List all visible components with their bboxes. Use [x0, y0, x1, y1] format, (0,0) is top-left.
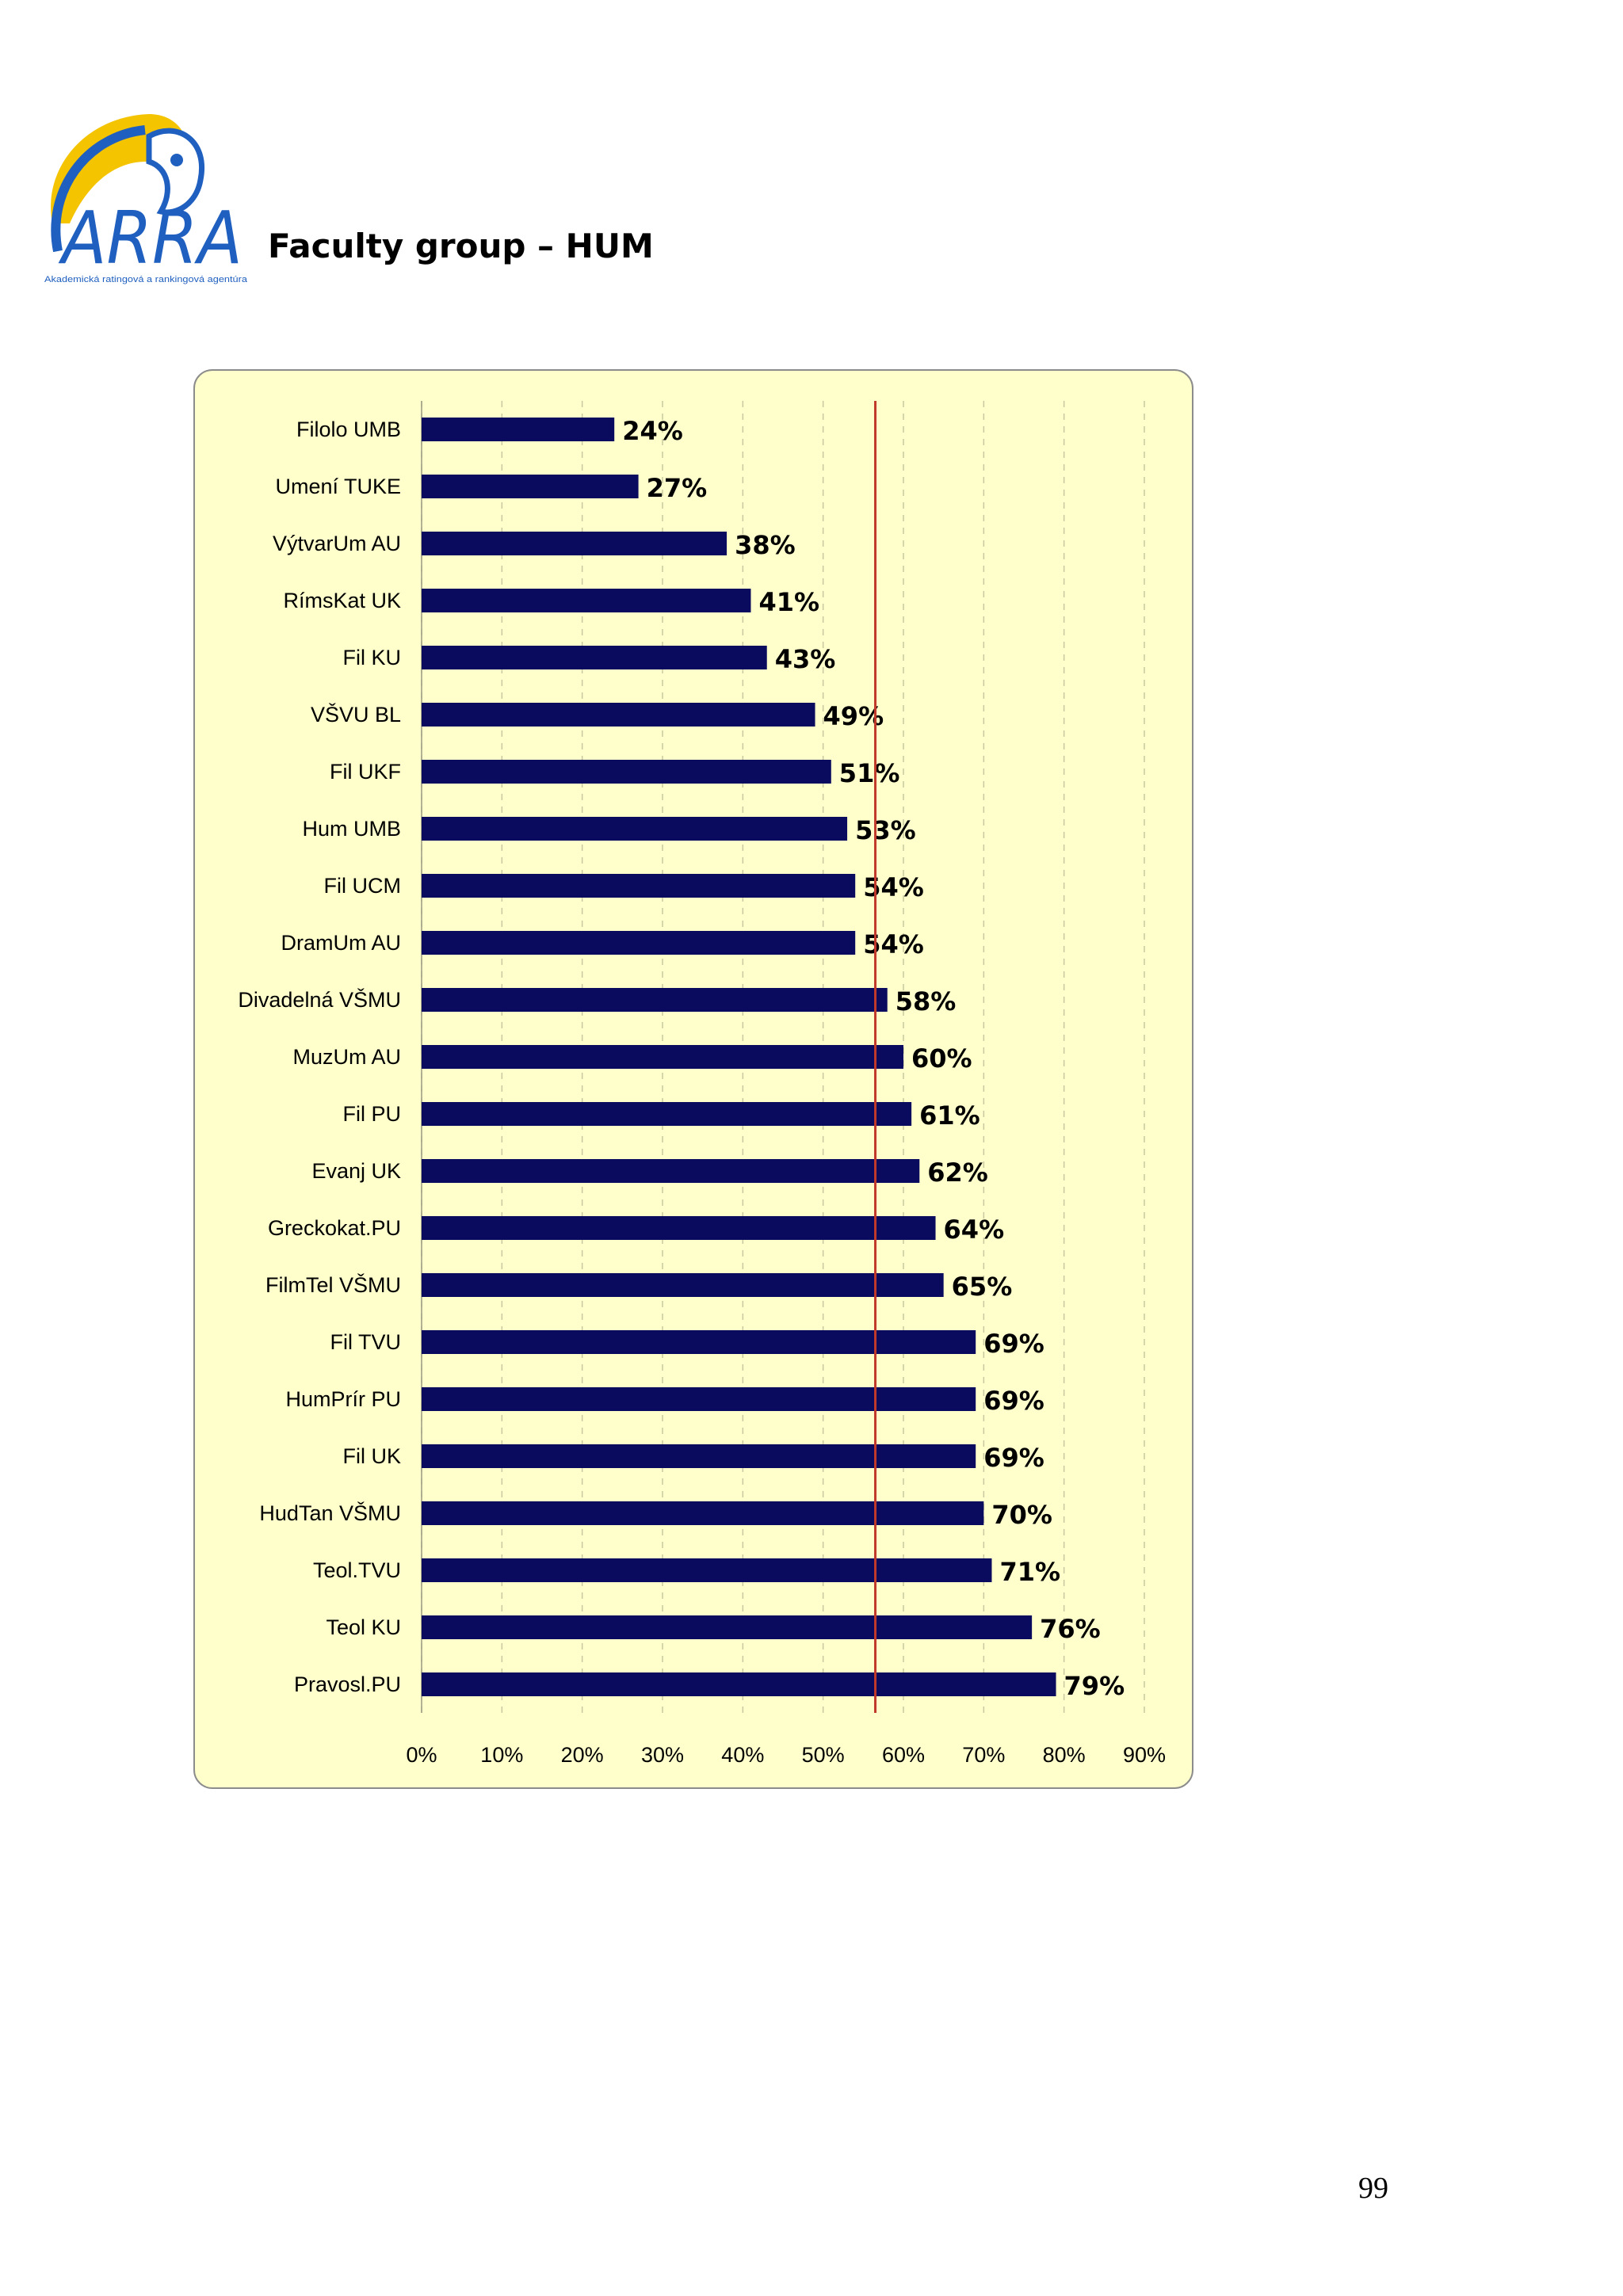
category-label: Fil TVU	[330, 1330, 401, 1354]
arra-logo: ARRA Akademická ratingová a rankingová a…	[44, 114, 248, 284]
category-label: VŠVU BL	[311, 702, 401, 727]
data-label: 76%	[1040, 1614, 1101, 1644]
x-tick-label: 50%	[802, 1743, 845, 1767]
page-number: 99	[1358, 2172, 1388, 2205]
bar	[422, 1672, 1056, 1696]
data-label: 64%	[944, 1215, 1005, 1245]
bar	[422, 1558, 992, 1582]
x-tick-label: 70%	[962, 1743, 1005, 1767]
data-label: 71%	[999, 1557, 1060, 1587]
data-label: 70%	[991, 1500, 1052, 1530]
category-label: DramUm AU	[281, 931, 401, 955]
data-label: 60%	[911, 1043, 972, 1074]
data-label: 58%	[896, 986, 957, 1016]
data-label: 69%	[983, 1443, 1044, 1473]
bar	[422, 1045, 903, 1069]
bar	[422, 1615, 1033, 1639]
data-label: 62%	[927, 1158, 988, 1188]
bar	[422, 1501, 984, 1525]
bar	[422, 817, 848, 841]
x-tick-label: 90%	[1123, 1743, 1166, 1767]
x-tick-label: 0%	[406, 1743, 437, 1767]
data-label: 79%	[1064, 1671, 1125, 1701]
data-label: 49%	[823, 701, 884, 731]
x-tick-label: 80%	[1043, 1743, 1086, 1767]
category-label: Pravosl.PU	[294, 1672, 401, 1696]
category-label: Fil UKF	[330, 760, 401, 784]
category-label: Umení TUKE	[275, 475, 401, 498]
x-tick-label: 30%	[641, 1743, 684, 1767]
bar	[422, 1273, 944, 1297]
bar	[422, 874, 856, 898]
bar	[422, 931, 856, 955]
bar	[422, 589, 751, 612]
category-label: Filolo UMB	[296, 418, 401, 441]
category-label: Divadelná VŠMU	[238, 987, 401, 1012]
data-label: 38%	[735, 530, 796, 560]
data-label: 54%	[863, 872, 924, 902]
bar	[422, 475, 639, 498]
data-label: 61%	[919, 1100, 980, 1131]
page-title: Faculty group – HUM	[268, 227, 654, 265]
bar	[422, 703, 815, 727]
bar	[422, 1102, 912, 1126]
category-label: Fil KU	[343, 646, 402, 669]
logo-subtitle: Akademická ratingová a rankingová agentú…	[44, 275, 248, 284]
category-label: VýtvarUm AU	[273, 532, 401, 555]
data-label: 27%	[647, 473, 708, 503]
x-tick-label: 40%	[721, 1743, 764, 1767]
bar	[422, 646, 767, 669]
category-label: HumPrír PU	[285, 1387, 401, 1411]
bar	[422, 418, 615, 441]
category-label: Hum UMB	[302, 817, 401, 841]
data-label: 69%	[983, 1329, 1044, 1359]
data-label: 69%	[983, 1386, 1044, 1416]
bar-chart: Filolo UMB 24% Umení TUKE 27% VýtvarUm AU 38%…	[238, 401, 1166, 1767]
x-tick-label: 10%	[480, 1743, 523, 1767]
data-label: 41%	[758, 587, 819, 617]
data-label: 53%	[855, 815, 916, 845]
bar	[422, 760, 831, 784]
category-label: Greckokat.PU	[268, 1216, 401, 1240]
category-label: Teol KU	[326, 1615, 401, 1639]
category-label: Fil PU	[343, 1102, 402, 1126]
category-label: MuzUm AU	[292, 1045, 401, 1069]
logo-bird-head	[146, 128, 204, 215]
data-label: 54%	[863, 929, 924, 959]
data-label: 43%	[775, 644, 836, 674]
category-label: HudTan VŠMU	[259, 1501, 401, 1525]
x-tick-label: 60%	[882, 1743, 925, 1767]
category-label: RímsKat UK	[283, 589, 401, 612]
x-tick-label: 20%	[561, 1743, 604, 1767]
category-label: FilmTel VŠMU	[265, 1272, 401, 1297]
category-label: Fil UCM	[324, 874, 401, 898]
bar	[422, 1216, 936, 1240]
data-label: 51%	[839, 758, 900, 788]
logo-blue-arc	[51, 125, 146, 253]
logo-bird-eye	[170, 154, 183, 166]
category-label: Fil UK	[343, 1444, 402, 1468]
bar	[422, 1444, 976, 1468]
bar	[422, 1330, 976, 1354]
logo-text: ARRA	[59, 196, 242, 280]
category-label: Evanj UK	[311, 1159, 401, 1183]
data-label: 65%	[952, 1272, 1013, 1302]
bar	[422, 532, 727, 555]
bar	[422, 1159, 920, 1183]
bar	[422, 1387, 976, 1411]
data-label: 24%	[622, 416, 683, 446]
bar	[422, 988, 888, 1012]
category-label: Teol.TVU	[313, 1558, 401, 1582]
chart-panel: Filolo UMB 24% Umení TUKE 27% VýtvarUm AU 38%…	[193, 369, 1193, 1789]
